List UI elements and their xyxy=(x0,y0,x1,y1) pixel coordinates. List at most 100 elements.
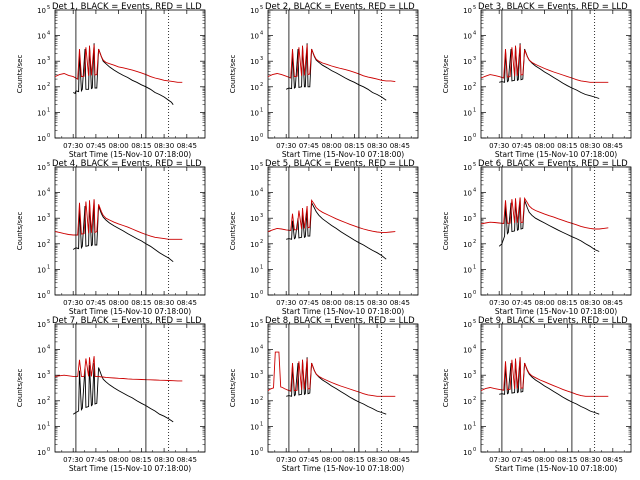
x-tick-label: 08:45 xyxy=(390,142,410,150)
y-tick-exponent: 3 xyxy=(260,56,263,62)
y-tick-exponent: 2 xyxy=(473,239,476,245)
lld-line xyxy=(480,196,609,230)
y-tick-exponent: 3 xyxy=(260,213,263,219)
x-tick-label: 08:00 xyxy=(109,142,129,150)
chart-title: Det 2, BLACK = Events, RED = LLD xyxy=(265,2,415,12)
y-tick-label: 10 xyxy=(463,292,472,300)
x-tick-label: 07:30 xyxy=(276,456,296,464)
x-tick-label: 08:45 xyxy=(603,456,623,464)
x-tick-label: 07:30 xyxy=(63,456,83,464)
y-tick-label: 10 xyxy=(37,372,46,380)
x-tick-label: 07:45 xyxy=(299,142,319,150)
events-line xyxy=(498,198,600,252)
x-tick-label: 07:45 xyxy=(299,299,319,307)
y-tick-label: 10 xyxy=(463,321,472,329)
x-tick-label: 08:00 xyxy=(535,299,555,307)
y-tick-exponent: 4 xyxy=(473,31,476,37)
x-axis-label: Start Time (15-Nov-10 07:18:00) xyxy=(495,150,617,159)
y-tick-label: 10 xyxy=(37,58,46,66)
y-tick-label: 10 xyxy=(463,372,472,380)
y-tick-exponent: 2 xyxy=(47,82,50,88)
y-tick-label: 10 xyxy=(250,215,259,223)
chart-title: Det 6, BLACK = Events, RED = LLD xyxy=(478,159,628,169)
y-tick-label: 10 xyxy=(463,266,472,274)
lld-line xyxy=(54,356,183,382)
y-tick-exponent: 4 xyxy=(473,345,476,351)
y-tick-exponent: 0 xyxy=(47,290,50,296)
x-tick-label: 08:00 xyxy=(322,142,342,150)
x-tick-label: 07:30 xyxy=(489,142,509,150)
x-tick-label: 07:45 xyxy=(512,456,532,464)
y-tick-label: 10 xyxy=(37,164,46,172)
y-tick-exponent: 1 xyxy=(260,264,263,270)
y-tick-label: 10 xyxy=(37,190,46,198)
y-tick-label: 10 xyxy=(37,423,46,431)
y-tick-label: 10 xyxy=(250,347,259,355)
y-tick-exponent: 3 xyxy=(473,213,476,219)
y-tick-label: 10 xyxy=(250,321,259,329)
x-tick-label: 08:00 xyxy=(109,299,129,307)
y-tick-exponent: 5 xyxy=(473,5,476,11)
x-axis-label: Start Time (15-Nov-10 07:18:00) xyxy=(282,150,404,159)
x-tick-label: 07:30 xyxy=(63,299,83,307)
lld-line xyxy=(480,44,609,83)
x-tick-label: 08:45 xyxy=(390,456,410,464)
y-tick-label: 10 xyxy=(250,164,259,172)
y-tick-exponent: 3 xyxy=(260,370,263,376)
y-tick-exponent: 1 xyxy=(260,421,263,427)
y-tick-exponent: 3 xyxy=(47,213,50,219)
x-tick-label: 08:30 xyxy=(367,299,387,307)
chart-title: Det 4, BLACK = Events, RED = LLD xyxy=(52,159,202,169)
y-tick-label: 10 xyxy=(463,135,472,143)
y-tick-exponent: 3 xyxy=(473,370,476,376)
x-tick-label: 07:30 xyxy=(489,299,509,307)
y-tick-label: 10 xyxy=(37,347,46,355)
chart-title: Det 3, BLACK = Events, RED = LLD xyxy=(478,2,628,12)
y-tick-label: 10 xyxy=(250,449,259,457)
events-line xyxy=(72,200,174,263)
x-tick-label: 07:45 xyxy=(512,299,532,307)
y-tick-label: 10 xyxy=(463,398,472,406)
y-tick-label: 10 xyxy=(37,241,46,249)
lld-line xyxy=(267,198,396,233)
y-tick-label: 10 xyxy=(250,190,259,198)
y-tick-label: 10 xyxy=(250,7,259,15)
y-tick-exponent: 0 xyxy=(473,290,476,296)
y-tick-label: 10 xyxy=(463,215,472,223)
x-tick-label: 07:30 xyxy=(276,142,296,150)
x-tick-label: 08:15 xyxy=(344,299,364,307)
lld-line xyxy=(480,357,609,397)
y-tick-label: 10 xyxy=(37,398,46,406)
y-axis-label: Counts/sec xyxy=(16,369,24,408)
y-tick-label: 10 xyxy=(37,449,46,457)
y-axis-label: Counts/sec xyxy=(16,212,24,251)
x-tick-label: 08:45 xyxy=(177,142,197,150)
y-tick-exponent: 0 xyxy=(47,447,50,453)
y-tick-label: 10 xyxy=(37,215,46,223)
y-axis-label: Counts/sec xyxy=(229,212,237,251)
x-tick-label: 08:45 xyxy=(177,299,197,307)
y-tick-exponent: 5 xyxy=(260,162,263,168)
x-tick-label: 08:00 xyxy=(322,456,342,464)
x-tick-label: 08:30 xyxy=(154,142,174,150)
x-tick-label: 08:15 xyxy=(131,456,151,464)
plot-frame xyxy=(267,166,419,296)
x-tick-label: 08:15 xyxy=(344,142,364,150)
y-tick-label: 10 xyxy=(463,449,472,457)
x-tick-label: 08:15 xyxy=(344,456,364,464)
lld-line xyxy=(54,199,183,240)
y-axis-label: Counts/sec xyxy=(442,212,450,251)
x-tick-label: 08:30 xyxy=(154,299,174,307)
plot-frame xyxy=(480,166,632,296)
y-tick-exponent: 2 xyxy=(473,396,476,402)
x-tick-label: 08:30 xyxy=(580,299,600,307)
y-tick-label: 10 xyxy=(37,84,46,92)
y-tick-exponent: 0 xyxy=(473,447,476,453)
y-tick-exponent: 2 xyxy=(47,396,50,402)
y-tick-exponent: 0 xyxy=(260,133,263,139)
